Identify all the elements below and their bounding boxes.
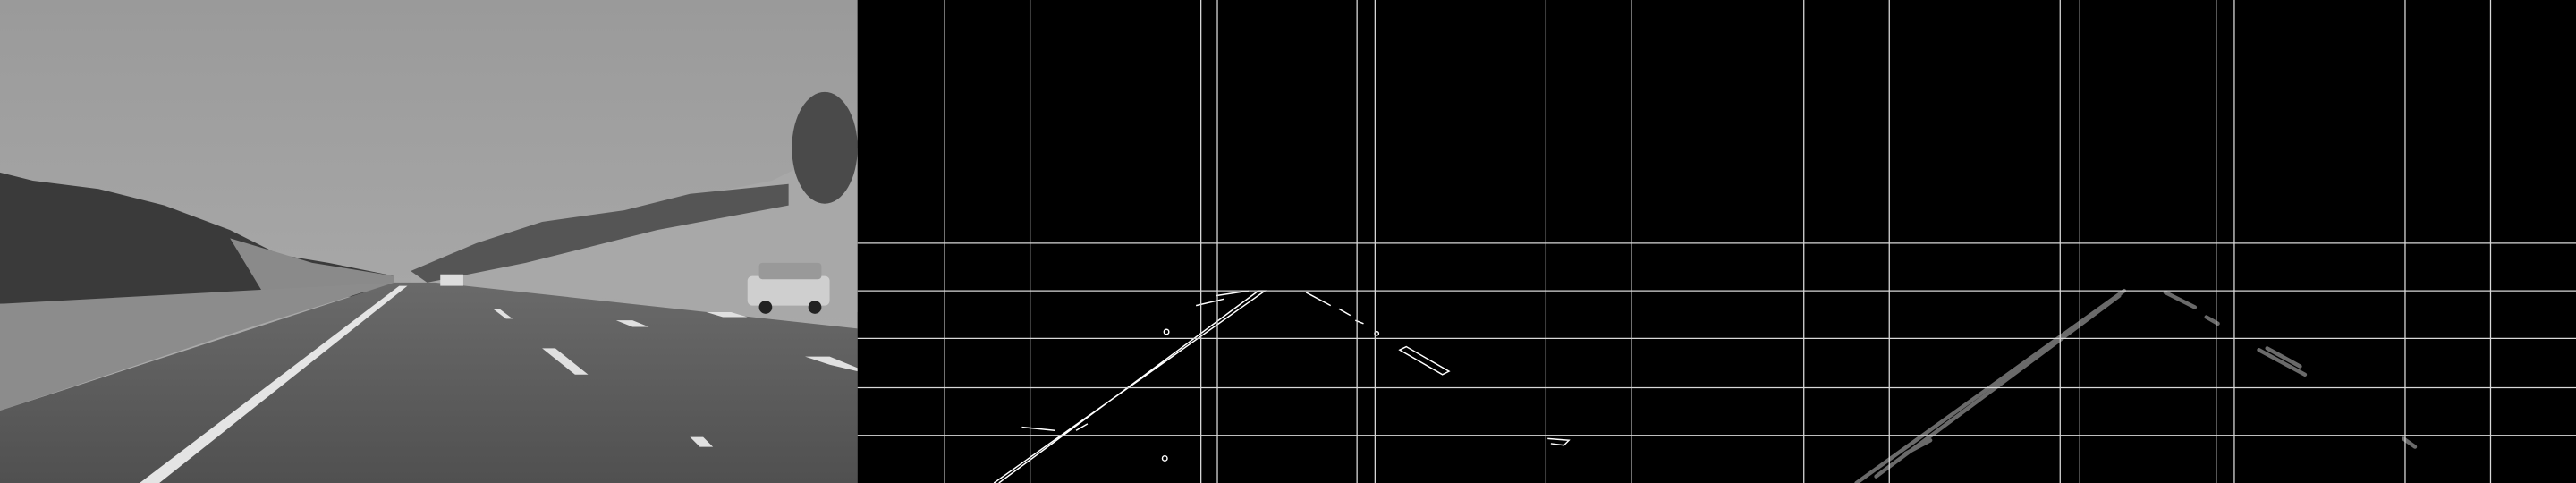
hough-line bbox=[1903, 438, 1933, 456]
right-bushes bbox=[411, 183, 789, 283]
lane-dash bbox=[706, 311, 748, 318]
edge bbox=[1216, 290, 1250, 297]
edge bbox=[1021, 426, 1055, 431]
lane-dash bbox=[615, 320, 649, 327]
car-body bbox=[747, 275, 830, 306]
car-wheel bbox=[808, 301, 822, 314]
edge bbox=[1398, 345, 1451, 376]
left-lane-line bbox=[140, 285, 408, 483]
grid bbox=[857, 0, 2576, 483]
car-wheel bbox=[758, 301, 773, 314]
lane-dashes bbox=[493, 309, 858, 447]
edge-background bbox=[857, 0, 1717, 483]
edge bbox=[1163, 328, 1170, 335]
edge bbox=[1075, 423, 1089, 431]
hough-background bbox=[1716, 0, 2576, 483]
hough-line bbox=[2265, 346, 2302, 369]
hough-line bbox=[2257, 348, 2308, 377]
hough-panel bbox=[1716, 0, 2576, 483]
distant-car bbox=[440, 274, 463, 286]
car-window bbox=[758, 262, 822, 280]
lane-dash bbox=[690, 436, 714, 447]
lane-dash bbox=[493, 309, 513, 319]
left-hill bbox=[230, 238, 394, 292]
edge bbox=[1547, 437, 1571, 446]
car bbox=[747, 262, 830, 314]
lane-dash bbox=[805, 356, 858, 372]
edge-panel bbox=[857, 0, 1717, 483]
right-tree bbox=[792, 91, 858, 204]
left-shoulder bbox=[0, 282, 394, 411]
hough-line bbox=[2163, 290, 2198, 309]
edge bbox=[1161, 454, 1168, 462]
road-photo bbox=[0, 0, 858, 483]
lane-dash bbox=[542, 348, 589, 375]
